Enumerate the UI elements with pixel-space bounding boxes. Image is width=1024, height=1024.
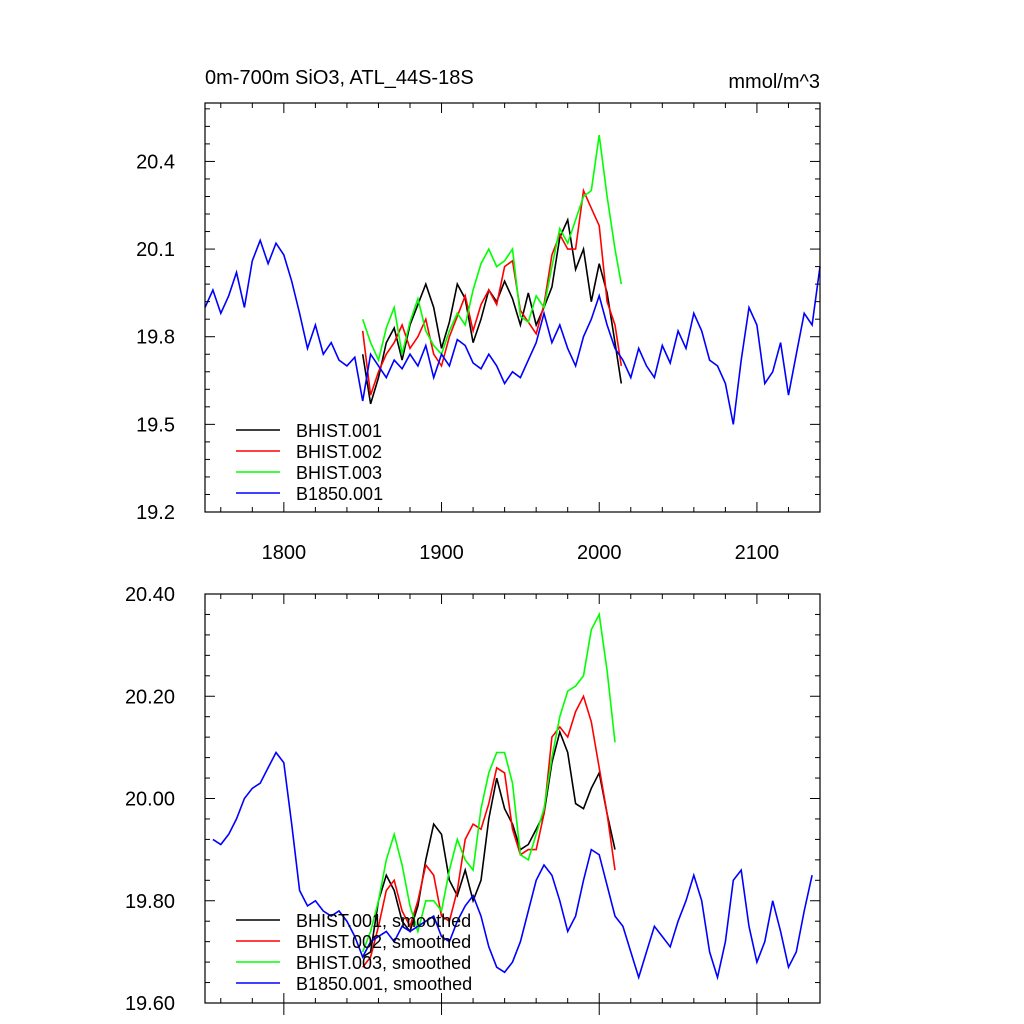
y-tick-label: 19.2	[136, 502, 175, 524]
y-tick-label: 20.4	[136, 151, 175, 173]
x-tick-label: 1900	[419, 542, 464, 564]
series-line-bhist-003-smoothed	[361, 611, 616, 953]
top-plot-area: 19.2 19.5 19.8 20.1 20.4 1800 1900 2000 2100 BHIS…	[136, 102, 821, 564]
top-chart: 0m-700m SiO3, ATL_44S-18S mmol/m^3 19.21…	[136, 67, 821, 564]
y-tick-label: 19.5	[136, 414, 175, 436]
legend-label: BHIST.002	[296, 442, 382, 462]
bottom-plot-area: 19.60 19.80 20.00 20.20 20.40 BHIST.001, smoo…	[125, 584, 821, 1015]
legend-label: B1850.001, smoothed	[296, 974, 472, 994]
legend-label: B1850.001	[296, 484, 383, 504]
bottom-chart: 19.60 19.80 20.00 20.20 20.40 BHIST.001, smoo…	[125, 584, 821, 1015]
legend-label: BHIST.003, smoothed	[296, 953, 471, 973]
y-tick-label: 19.8	[136, 327, 175, 349]
series-line-bhist-002	[361, 187, 623, 396]
legend-label: BHIST.001, smoothed	[296, 911, 471, 931]
legend-label: BHIST.003	[296, 463, 382, 483]
series-line-bhist-001	[361, 217, 623, 405]
series-line-bhist-002-smoothed	[362, 694, 616, 968]
top-chart-title: 0m-700m SiO3, ATL_44S-18S	[205, 67, 474, 89]
plot-frame	[204, 102, 821, 513]
y-tick-label: 20.1	[136, 239, 175, 261]
series-line-bhist-003	[361, 134, 623, 363]
y-tick-label: 19.60	[125, 993, 175, 1015]
y-tick-label: 19.80	[125, 891, 175, 913]
series-line-b1850-001	[204, 237, 821, 425]
x-tick-label: 2000	[577, 542, 622, 564]
legend-label: BHIST.001	[296, 421, 382, 441]
x-tick-label: 1800	[262, 542, 307, 564]
series-line-bhist-001-smoothed	[362, 729, 616, 958]
x-tick-label: 2100	[735, 542, 780, 564]
legend-label: BHIST.002, smoothed	[296, 932, 471, 952]
top-chart-units: mmol/m^3	[728, 71, 820, 93]
y-tick-label: 20.40	[125, 584, 175, 606]
y-tick-label: 20.00	[125, 789, 175, 811]
series-line-b1850-001-smoothed	[212, 751, 813, 981]
y-tick-label: 20.20	[125, 686, 175, 708]
